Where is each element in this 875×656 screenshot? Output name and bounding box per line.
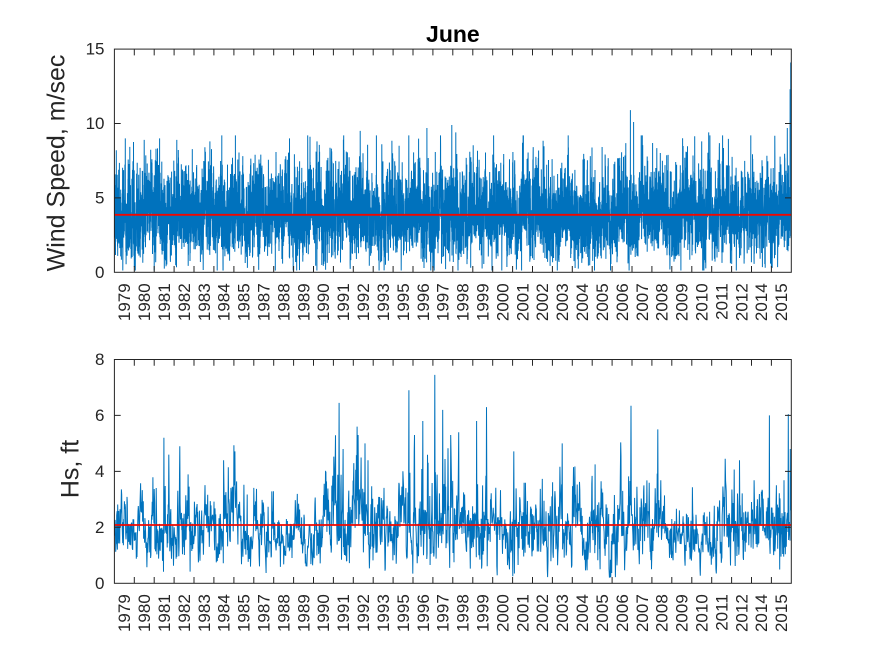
svg-text:1993: 1993	[374, 594, 393, 632]
svg-text:2001: 2001	[513, 594, 532, 632]
svg-text:1980: 1980	[135, 594, 154, 632]
svg-text:1980: 1980	[135, 283, 154, 321]
svg-text:2006: 2006	[613, 283, 632, 321]
svg-text:1993: 1993	[374, 283, 393, 321]
svg-text:1982: 1982	[175, 283, 194, 321]
svg-text:2: 2	[95, 518, 104, 537]
svg-text:2004: 2004	[573, 594, 592, 632]
svg-text:1988: 1988	[274, 594, 293, 632]
svg-text:2010: 2010	[693, 283, 712, 321]
svg-text:1997: 1997	[434, 283, 453, 321]
svg-text:8: 8	[95, 350, 104, 369]
svg-text:1995: 1995	[394, 283, 413, 321]
svg-text:1999: 1999	[474, 594, 493, 632]
svg-text:4: 4	[95, 462, 104, 481]
svg-text:1992: 1992	[354, 594, 373, 632]
svg-text:2009: 2009	[673, 594, 692, 632]
svg-text:0: 0	[95, 574, 104, 593]
svg-text:1996: 1996	[414, 594, 433, 632]
svg-text:2010: 2010	[693, 594, 712, 632]
svg-text:1988: 1988	[274, 283, 293, 321]
svg-text:1996: 1996	[414, 283, 433, 321]
svg-text:1999: 1999	[474, 283, 493, 321]
svg-text:10: 10	[86, 114, 105, 133]
svg-text:2003: 2003	[553, 283, 572, 321]
svg-text:1987: 1987	[255, 283, 274, 321]
svg-text:5: 5	[95, 188, 104, 207]
svg-text:2014: 2014	[752, 594, 771, 632]
svg-text:1985: 1985	[235, 283, 254, 321]
svg-text:2006: 2006	[613, 594, 632, 632]
svg-text:1982: 1982	[175, 594, 194, 632]
svg-text:2005: 2005	[593, 594, 612, 632]
svg-text:1979: 1979	[115, 594, 134, 632]
svg-text:1981: 1981	[155, 283, 174, 321]
svg-text:Wind Speed, m/sec: Wind Speed, m/sec	[43, 55, 71, 272]
svg-text:2011: 2011	[712, 283, 731, 320]
svg-text:2004: 2004	[573, 283, 592, 321]
svg-text:1991: 1991	[334, 283, 353, 321]
svg-text:1983: 1983	[195, 594, 214, 632]
svg-text:2002: 2002	[533, 594, 552, 632]
svg-text:2005: 2005	[593, 283, 612, 321]
svg-text:1991: 1991	[334, 594, 353, 632]
svg-text:1992: 1992	[354, 283, 373, 321]
svg-text:1987: 1987	[255, 594, 274, 632]
svg-text:1984: 1984	[215, 283, 234, 321]
svg-text:1990: 1990	[314, 594, 333, 632]
svg-text:6: 6	[95, 406, 104, 425]
svg-text:2000: 2000	[493, 594, 512, 632]
svg-text:1984: 1984	[215, 594, 234, 632]
svg-text:1998: 1998	[454, 594, 473, 632]
svg-text:2008: 2008	[653, 594, 672, 632]
svg-text:1990: 1990	[314, 283, 333, 321]
svg-text:1995: 1995	[394, 594, 413, 632]
svg-text:1983: 1983	[195, 283, 214, 321]
svg-text:0: 0	[95, 263, 104, 282]
svg-text:15: 15	[86, 40, 105, 59]
svg-text:2011: 2011	[712, 594, 731, 631]
svg-text:2002: 2002	[533, 283, 552, 321]
svg-text:2000: 2000	[493, 283, 512, 321]
svg-text:2012: 2012	[732, 594, 751, 632]
svg-text:1989: 1989	[294, 594, 313, 632]
svg-text:2012: 2012	[732, 283, 751, 321]
svg-text:2007: 2007	[633, 594, 652, 632]
svg-text:1979: 1979	[115, 283, 134, 321]
svg-text:2003: 2003	[553, 594, 572, 632]
svg-text:1989: 1989	[294, 283, 313, 321]
svg-text:June: June	[426, 21, 480, 47]
svg-text:2015: 2015	[772, 283, 791, 321]
svg-text:Hs, ft: Hs, ft	[57, 440, 85, 498]
svg-text:1997: 1997	[434, 594, 453, 632]
svg-text:2014: 2014	[752, 283, 771, 321]
svg-text:2009: 2009	[673, 283, 692, 321]
svg-text:2008: 2008	[653, 283, 672, 321]
svg-text:2007: 2007	[633, 283, 652, 321]
svg-text:2015: 2015	[772, 594, 791, 632]
svg-text:1998: 1998	[454, 283, 473, 321]
svg-text:2001: 2001	[513, 283, 532, 321]
svg-text:1981: 1981	[155, 594, 174, 632]
svg-text:1985: 1985	[235, 594, 254, 632]
